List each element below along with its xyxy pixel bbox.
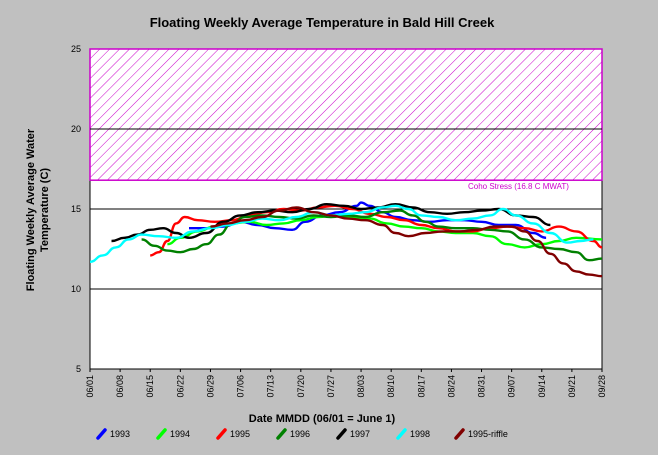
x-tick-label: 07/27 [326,375,336,398]
legend-swatch-1997 [336,428,347,440]
x-tick-label: 08/24 [446,375,456,398]
series-line-1998 [89,204,594,263]
legend-label-1994: 1994 [170,429,190,439]
series-line-1997 [111,203,551,243]
legend-label-1993: 1993 [110,429,130,439]
y-tick-label: 25 [71,44,81,54]
legend-swatch-1995-riffle [454,428,465,440]
x-tick-label: 06/01 [85,375,95,398]
x-tick-label: 06/29 [205,375,215,398]
x-tick-label: 09/28 [597,375,607,398]
y-tick-label: 20 [71,124,81,134]
legend-label-1995: 1995 [230,429,250,439]
x-tick-label: 06/22 [175,375,185,398]
x-tick-label: 07/06 [236,375,246,398]
x-axis-label: Date MMDD (06/01 = June 1) [249,413,396,425]
legend-label-1998: 1998 [410,429,430,439]
series-line-1993 [189,201,547,239]
legend-swatch-1993 [96,428,107,440]
legend-label-1997: 1997 [350,429,370,439]
legend-swatch-1994 [156,428,167,440]
y-axis-label-line2: Temperature (C) [39,168,51,252]
x-tick-label: 09/07 [507,375,517,398]
x-tick-label: 08/31 [477,375,487,398]
chart-title: Floating Weekly Average Temperature in B… [150,15,495,30]
y-tick-label: 15 [71,204,81,214]
x-tick-label: 06/08 [115,375,125,398]
x-tick-label: 07/20 [296,375,306,398]
legend-swatch-1996 [276,428,287,440]
x-tick-label: 09/21 [567,375,577,398]
y-axis-label-line1: Floating Weekly Average Water [25,128,37,291]
x-tick-label: 08/10 [386,375,396,398]
x-tick-label: 08/03 [356,375,366,398]
series-line-1996 [141,209,603,262]
y-tick-label: 5 [76,364,81,374]
x-tick-label: 07/13 [266,375,276,398]
x-tick-label: 09/14 [537,375,547,398]
y-tick-label: 10 [71,284,81,294]
x-tick-label: 08/17 [416,375,426,398]
coho-stress-band [89,48,603,181]
x-tick-label: 06/15 [145,375,155,398]
legend-swatch-1995 [216,428,227,440]
legend-label-1996: 1996 [290,429,310,439]
series-line-1995-riffle [210,206,603,278]
coho-stress-label: Coho Stress (16.8 C MWAT) [468,182,569,191]
legend-swatch-1998 [396,428,407,440]
legend-label-1995-riffle: 1995-riffle [468,429,508,439]
